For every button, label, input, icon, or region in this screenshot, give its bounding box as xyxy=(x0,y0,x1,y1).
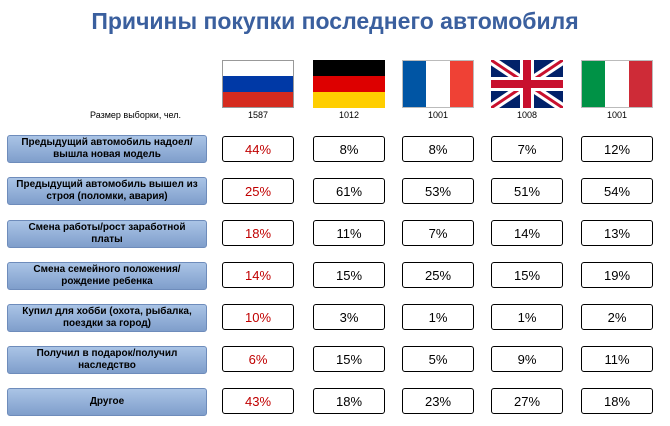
value-cell-uk: 1% xyxy=(491,304,563,330)
sample-size-label: Размер выборки, чел. xyxy=(90,110,181,120)
value-cell-russia: 6% xyxy=(222,346,294,372)
value-cell-france: 7% xyxy=(402,220,474,246)
value-cell-france: 5% xyxy=(402,346,474,372)
sample-size-italy: 1001 xyxy=(606,110,628,120)
reason-label-family-change: Смена семейного положения/ рождение ребе… xyxy=(7,262,207,290)
value-cell-france: 1% xyxy=(402,304,474,330)
value-cell-uk: 9% xyxy=(491,346,563,372)
value-cell-italy: 2% xyxy=(581,304,653,330)
sample-size-uk: 1008 xyxy=(516,110,538,120)
value-cell-uk: 7% xyxy=(491,136,563,162)
value-cell-germany: 18% xyxy=(313,388,385,414)
page-title: Причины покупки последнего автомобиля xyxy=(91,8,579,34)
value-cell-russia: 43% xyxy=(222,388,294,414)
sample-size-france: 1001 xyxy=(427,110,449,120)
value-cell-france: 53% xyxy=(402,178,474,204)
sample-size-germany: 1012 xyxy=(338,110,360,120)
value-cell-russia: 14% xyxy=(222,262,294,288)
value-cell-germany: 11% xyxy=(313,220,385,246)
france-flag-icon xyxy=(402,60,474,108)
value-cell-germany: 15% xyxy=(313,346,385,372)
value-cell-italy: 19% xyxy=(581,262,653,288)
reason-label-broken: Предыдущий автомобиль вышел из строя (по… xyxy=(7,177,207,205)
value-cell-uk: 27% xyxy=(491,388,563,414)
value-cell-italy: 12% xyxy=(581,136,653,162)
value-cell-italy: 18% xyxy=(581,388,653,414)
value-cell-germany: 61% xyxy=(313,178,385,204)
value-cell-france: 8% xyxy=(402,136,474,162)
value-cell-russia: 18% xyxy=(222,220,294,246)
reason-label-job-change: Смена работы/рост заработной платы xyxy=(7,220,207,248)
value-cell-uk: 15% xyxy=(491,262,563,288)
value-cell-russia: 25% xyxy=(222,178,294,204)
russia-flag-icon xyxy=(222,60,294,108)
germany-flag-icon xyxy=(313,60,385,108)
value-cell-russia: 44% xyxy=(222,136,294,162)
value-cell-russia: 10% xyxy=(222,304,294,330)
reason-label-bored-new-model: Предыдущий автомобиль надоел/ вышла нова… xyxy=(7,135,207,163)
value-cell-italy: 11% xyxy=(581,346,653,372)
sample-size-russia: 1587 xyxy=(247,110,269,120)
value-cell-italy: 13% xyxy=(581,220,653,246)
reason-label-hobby: Купил для хобби (охота, рыбалка, поездки… xyxy=(7,304,207,332)
value-cell-germany: 15% xyxy=(313,262,385,288)
value-cell-germany: 3% xyxy=(313,304,385,330)
reason-label-gift-inheritance: Получил в подарок/получил наследство xyxy=(7,346,207,374)
value-cell-uk: 51% xyxy=(491,178,563,204)
reason-label-other: Другое xyxy=(7,388,207,416)
value-cell-france: 25% xyxy=(402,262,474,288)
value-cell-uk: 14% xyxy=(491,220,563,246)
value-cell-germany: 8% xyxy=(313,136,385,162)
value-cell-italy: 54% xyxy=(581,178,653,204)
italy-flag-icon xyxy=(581,60,653,108)
uk-flag-icon xyxy=(491,60,563,108)
value-cell-france: 23% xyxy=(402,388,474,414)
